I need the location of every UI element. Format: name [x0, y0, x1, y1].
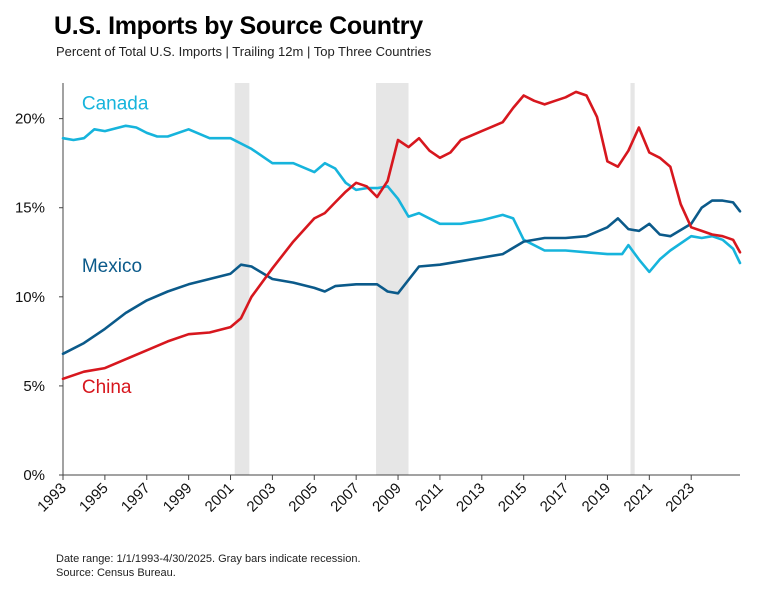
x-tick-label: 2021 [621, 480, 657, 516]
x-tick-label: 1995 [76, 480, 112, 516]
source-note: Source: Census Bureau. [56, 567, 176, 579]
x-tick-label: 2019 [579, 480, 615, 516]
mexico-series-line [61, 199, 742, 356]
x-tick-label: 2017 [537, 480, 573, 516]
line-chart: 0%5%10%15%20%1993 1995 1997 1999 2001 2003 200… [15, 83, 742, 516]
canada-series-label: Canada [82, 94, 149, 115]
china-series-label: China [82, 377, 132, 398]
x-tick-label: 2023 [662, 480, 698, 516]
y-tick-label: 5% [23, 378, 45, 395]
y-tick-label: 10% [15, 289, 45, 306]
x-tick-label: 2009 [369, 480, 405, 516]
x-tick-label: 2013 [453, 480, 489, 516]
x-tick-label: 2007 [327, 480, 363, 516]
x-tick-label: 2005 [285, 480, 321, 516]
chart-subtitle: Percent of Total U.S. Imports | Trailing… [56, 44, 432, 59]
x-tick-label: 1993 [34, 480, 70, 516]
recession-bar-1 [234, 83, 250, 475]
y-tick-label: 0% [23, 467, 45, 484]
recession-bar-3 [630, 83, 635, 475]
x-tick-label: 1999 [160, 480, 196, 516]
y-tick-label: 15% [15, 200, 45, 217]
recession-bar-2 [376, 83, 409, 475]
x-tick-label: 2011 [412, 480, 447, 515]
canada-series-line [61, 124, 742, 274]
x-tick-label: 2001 [202, 480, 238, 516]
x-tick-label: 2003 [244, 480, 280, 516]
y-tick-label: 20% [15, 111, 45, 128]
series-labels: Canada Mexico China [82, 94, 149, 398]
date-range-note: Date range: 1/1/1993-4/30/2025. Gray bar… [56, 553, 361, 565]
recession-bars [234, 83, 635, 475]
china-series-line [61, 90, 742, 381]
series-lines [61, 90, 742, 381]
mexico-series-label: Mexico [82, 256, 142, 277]
x-tick-label: 2015 [495, 480, 531, 516]
x-tick-label: 1997 [118, 480, 154, 516]
chart-title: U.S. Imports by Source Country [54, 12, 423, 40]
